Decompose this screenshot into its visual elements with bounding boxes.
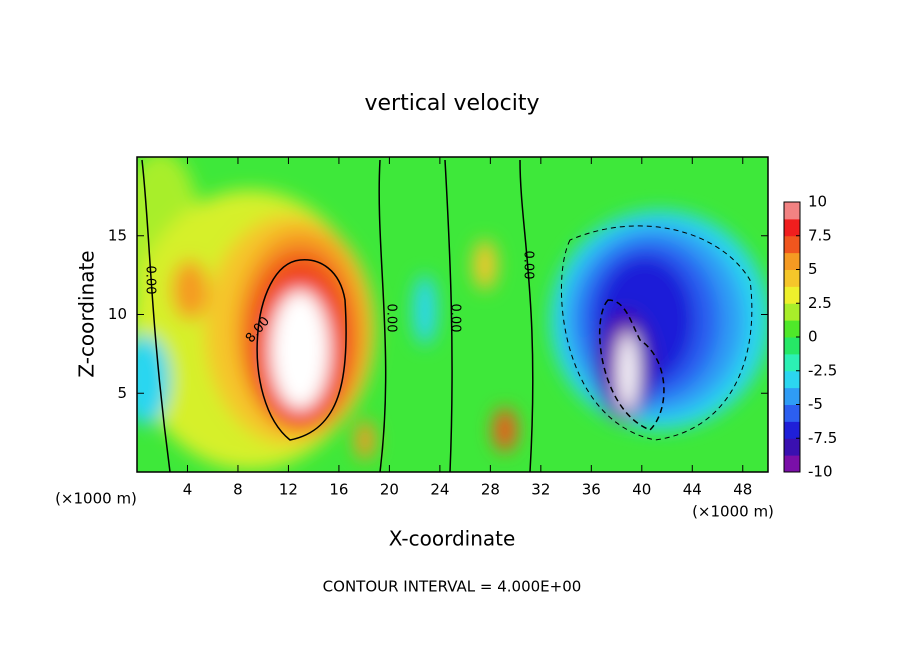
x-tick-label: 8 (233, 481, 243, 499)
x-unit-label: (×1000 m) (55, 490, 137, 508)
x-tick-label: 20 (380, 481, 399, 499)
colorbar-tick-label: -7.5 (808, 429, 837, 447)
colorbar-band (784, 421, 800, 439)
colorbar-band (784, 455, 800, 473)
colorbar-band (784, 269, 800, 287)
colorbar-band (784, 438, 800, 456)
colorbar-tick-label: -2.5 (808, 361, 837, 379)
x-tick-label: 16 (329, 481, 348, 499)
x-tick-label: 12 (279, 481, 298, 499)
y-axis-label: Z-coordinate (75, 250, 99, 377)
x-tick-label: 32 (531, 481, 550, 499)
x-tick-label: 24 (430, 481, 449, 499)
colorbar-band (784, 252, 800, 270)
x-tick-label: 4 (183, 481, 193, 499)
colorbar-band (784, 370, 800, 389)
colorbar-tick-label: 10 (808, 193, 827, 211)
x-unit-label: (×1000 m) (692, 503, 774, 521)
colorbar-band (784, 235, 800, 254)
contour-label: 0.00 (521, 251, 536, 280)
field (137, 157, 768, 472)
chart-title: vertical velocity (364, 91, 539, 116)
y-tick-label: 10 (108, 305, 127, 323)
colorbar-tick-label: -10 (808, 463, 833, 481)
x-tick-label: 48 (733, 481, 752, 499)
y-tick-label: 5 (117, 384, 127, 402)
colorbar-tick-label: -5 (808, 395, 823, 413)
colorbar-tick-label: 0 (808, 328, 818, 346)
x-tick-label: 44 (683, 481, 702, 499)
colorbar-tick-label: 2.5 (808, 294, 832, 312)
colorbar-band (784, 218, 800, 237)
x-tick-label: 28 (481, 481, 500, 499)
footer: CONTOUR INTERVAL = 4.000E+00 (323, 578, 582, 596)
colorbar-band (784, 286, 800, 304)
colorbar-band (784, 303, 800, 321)
x-tick-label: 40 (632, 481, 651, 499)
x-axis-label: X-coordinate (389, 527, 516, 551)
colorbar-band (784, 320, 800, 338)
contour-label: 0.00 (448, 304, 463, 333)
contour-label: 0.00 (384, 304, 399, 333)
colorbar-band (784, 387, 800, 405)
colorbar-tick-label: 5 (808, 260, 818, 278)
colorbar-band (784, 353, 800, 372)
colorbar-band (784, 202, 800, 220)
colorbar-band (784, 404, 800, 422)
y-tick-label: 15 (108, 226, 127, 244)
contour-label: 0.00 (143, 266, 158, 295)
x-tick-label: 36 (582, 481, 601, 499)
colorbar-tick-label: 7.5 (808, 226, 832, 244)
colorbar-band (784, 337, 800, 355)
